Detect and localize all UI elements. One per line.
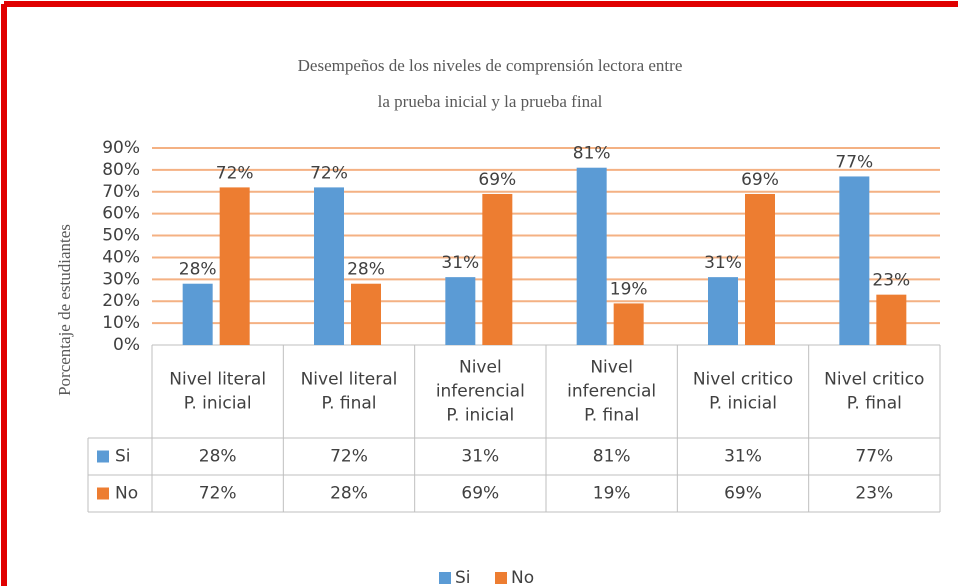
data-label: 28%: [347, 260, 385, 280]
data-label: 19%: [610, 279, 648, 299]
bar: [745, 193, 775, 345]
x-tick-label: P. inicial: [446, 406, 514, 426]
table-series-name: No: [115, 484, 138, 504]
table-cell: 23%: [855, 484, 893, 504]
bar: [708, 277, 738, 345]
bar: [839, 176, 870, 345]
table-cell: 31%: [461, 447, 499, 467]
table-cell: 77%: [855, 447, 893, 467]
x-tick-label: inferencial: [567, 382, 656, 402]
x-tick-label: P. final: [584, 406, 639, 426]
table-cell: 72%: [330, 447, 368, 467]
y-tick-label: 10%: [102, 313, 140, 333]
legend-swatch: [439, 572, 451, 584]
legend-swatch: [97, 487, 109, 500]
x-tick-label: Nivel: [459, 358, 502, 378]
bar: [613, 303, 644, 345]
chart-title: Desempeños de los niveles de comprensión…: [298, 56, 683, 75]
table-cell: 69%: [461, 484, 499, 504]
x-tick-label: Nivel: [590, 358, 633, 378]
x-tick-label: P. inicial: [709, 394, 777, 414]
y-axis-label: Porcentaje de estudiantes: [55, 224, 74, 396]
data-label: 28%: [179, 260, 217, 280]
x-tick-label: P. final: [847, 394, 902, 414]
chart-title: la prueba inicial y la prueba final: [378, 92, 603, 111]
x-tick-label: P. inicial: [184, 394, 252, 414]
table-cell: 81%: [593, 447, 631, 467]
y-tick-label: 70%: [102, 182, 140, 202]
data-label: 77%: [835, 152, 873, 172]
y-tick-label: 80%: [102, 160, 140, 180]
data-label: 69%: [741, 170, 779, 190]
data-label: 23%: [872, 271, 910, 291]
table-cell: 31%: [724, 447, 762, 467]
x-tick-label: Nivel literal: [301, 370, 398, 390]
y-tick-label: 30%: [102, 269, 140, 289]
table-cell: 28%: [199, 447, 237, 467]
bar: [351, 283, 381, 345]
legend-label: No: [511, 568, 534, 586]
y-tick-label: 90%: [102, 138, 140, 158]
x-tick-label: Nivel literal: [169, 370, 266, 390]
bar: [576, 167, 607, 345]
data-label: 31%: [704, 253, 742, 273]
table-cell: 72%: [199, 484, 237, 504]
y-tick-label: 0%: [113, 335, 140, 355]
data-label: 72%: [216, 163, 254, 183]
x-tick-label: Nivel critico: [693, 370, 793, 390]
data-label: 31%: [441, 253, 479, 273]
bar: [482, 193, 513, 345]
x-tick-label: inferencial: [436, 382, 525, 402]
data-label: 69%: [478, 170, 516, 190]
table-series-name: Si: [115, 447, 131, 467]
bar: [182, 283, 213, 345]
legend-label: Si: [455, 568, 471, 586]
y-tick-label: 60%: [102, 204, 140, 224]
data-label: 81%: [573, 144, 611, 164]
bar: [219, 187, 250, 345]
bar: [445, 277, 476, 345]
x-tick-label: P. final: [321, 394, 376, 414]
x-tick-label: Nivel critico: [824, 370, 924, 390]
table-cell: 28%: [330, 484, 368, 504]
legend-swatch: [97, 450, 109, 463]
legend-swatch: [495, 572, 507, 584]
bar: [314, 187, 344, 345]
y-tick-label: 50%: [102, 226, 140, 246]
y-tick-label: 40%: [102, 247, 140, 267]
data-label: 72%: [310, 163, 348, 183]
table-cell: 19%: [593, 484, 631, 504]
bar: [876, 294, 907, 345]
table-cell: 69%: [724, 484, 762, 504]
y-tick-label: 20%: [102, 291, 140, 311]
